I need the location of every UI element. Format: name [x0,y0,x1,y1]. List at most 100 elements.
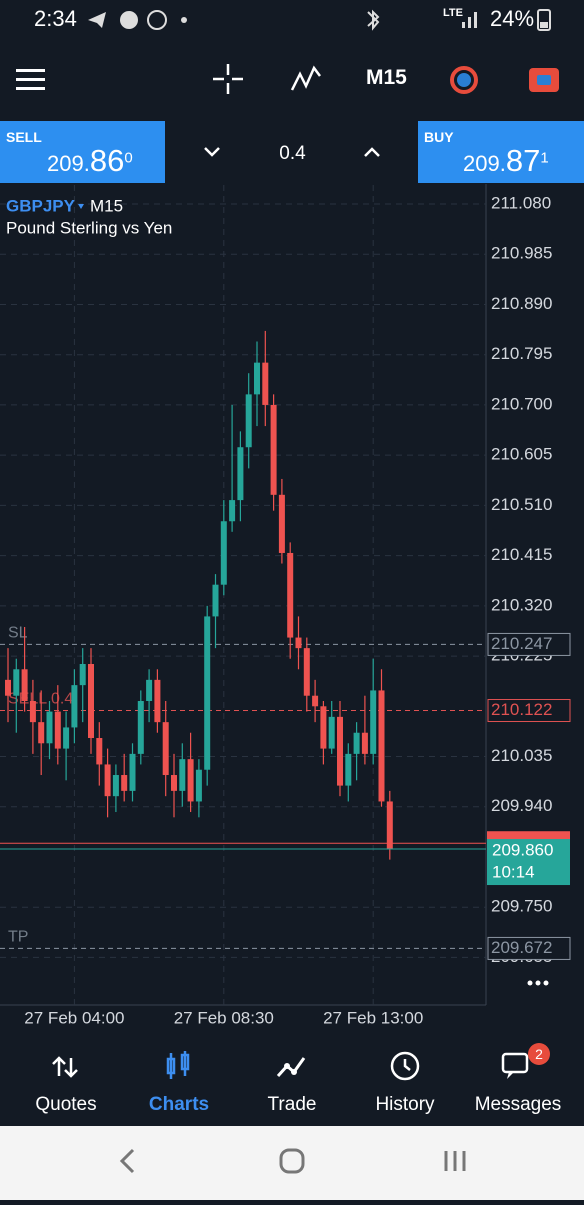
sell-price-big: 86 [89,143,125,178]
timeframe-button[interactable]: M15 [366,66,407,89]
candle-body [378,690,385,802]
candle-body [129,753,136,791]
nav-item[interactable]: Trade [237,1050,347,1116]
y-tick-label: 210.605 [491,445,552,464]
y-tick-label: 209.750 [491,897,552,916]
nav-item[interactable]: History [350,1050,460,1116]
system-nav [0,1126,584,1200]
x-tick-label: 27 Feb 08:30 [174,1008,274,1027]
order-level-tag [487,699,571,723]
volume-up[interactable] [364,147,380,157]
nav-label: Quotes [35,1094,97,1115]
sell-button[interactable]: SELL 209.860 [0,121,165,183]
nav-item[interactable]: Messages [463,1050,573,1116]
candle-body [179,759,186,791]
candle-body [104,764,111,797]
nav-badge: 2 [528,1043,550,1065]
y-tick-label: 210.320 [491,595,552,614]
candle-body [386,801,393,850]
candle-body [46,711,53,744]
candle-body [303,648,310,696]
candle-body [79,663,86,686]
candle-body [328,716,335,749]
nav-icon [501,1052,529,1079]
candle-body [154,679,161,723]
candle-body [146,679,153,702]
candle-body [96,738,103,765]
order-level-price: 210.122 [491,700,552,719]
buy-price-sup: 1 [540,149,549,167]
candle-body [212,584,219,617]
order-level-name: SL [8,625,28,642]
buy-price-main: 209. [463,151,506,176]
candle-body [195,769,202,802]
more-dot [535,980,541,986]
back-button[interactable] [119,1148,135,1174]
chart-timeframe: M15 [90,196,123,215]
candle-body [204,616,211,770]
toolbar [16,64,559,94]
candle-body [171,775,177,791]
candle-body [262,362,269,405]
more-dot [543,980,549,986]
candle-body [278,494,285,553]
volume-down[interactable] [204,147,220,157]
one-click-trading[interactable] [529,68,559,92]
candle-body [287,552,294,638]
y-tick-label: 210.700 [491,394,552,413]
buy-price: 209.871 [463,143,549,179]
candle-body [237,447,244,501]
bid-timer: 10:14 [492,863,535,882]
candle-body [29,701,36,723]
sell-price: 209.860 [47,143,133,179]
volume-value[interactable]: 0.4 [279,143,306,164]
symbol-dropdown [78,204,84,209]
trading-clock[interactable] [450,66,478,94]
candle-body [112,775,119,797]
menu-button[interactable] [16,69,45,90]
candle-body [38,722,45,744]
candle-body [270,404,277,495]
candle-body [337,716,343,786]
chart: 211.080 210.985 210.890 210.795 210.700 210.6… [0,184,571,1027]
nav-icon [390,1051,420,1081]
x-tick-label: 27 Feb 13:00 [323,1008,423,1027]
candle-body [13,669,20,696]
candle-body [54,711,61,749]
buy-label: BUY [424,129,454,145]
volume-control [204,147,380,157]
candle-body [353,732,360,754]
recents-button[interactable] [444,1151,466,1171]
y-tick-label: 209.940 [491,796,552,815]
candle-body [345,753,352,786]
sell-price-sup: 0 [124,149,133,167]
home-button[interactable] [279,1148,305,1174]
indicators-button[interactable] [290,65,321,91]
nav-label: Charts [148,1094,210,1115]
nav-item[interactable]: Charts [124,1050,234,1116]
y-tick-label: 210.510 [491,495,552,514]
buy-price-big: 87 [505,143,541,178]
status-time: 2:34 [34,6,77,31]
candle-body [229,500,236,522]
crosshair-button[interactable] [213,64,243,94]
order-level-tag [487,632,571,656]
y-tick-label: 211.080 [491,194,551,213]
order-level-tag [487,936,571,960]
more-dot [527,980,533,986]
nav-item[interactable]: Quotes [11,1050,121,1116]
nav-icon [166,1051,190,1079]
order-level-price: 209.672 [491,938,552,957]
symbol: GBPJPY [6,196,76,215]
nav-icon [276,1057,306,1078]
status-battery: 24% [490,6,535,31]
candle-body [220,521,227,585]
y-tick-label: 210.415 [491,545,552,564]
candle-body [370,690,377,754]
bid-price: 209.860 [492,841,553,860]
nav-label: Trade [267,1094,317,1115]
buy-button[interactable]: BUY 209.871 [418,121,584,183]
nav-label: History [375,1094,435,1115]
candle-body [320,706,327,749]
candle-body [361,732,368,754]
